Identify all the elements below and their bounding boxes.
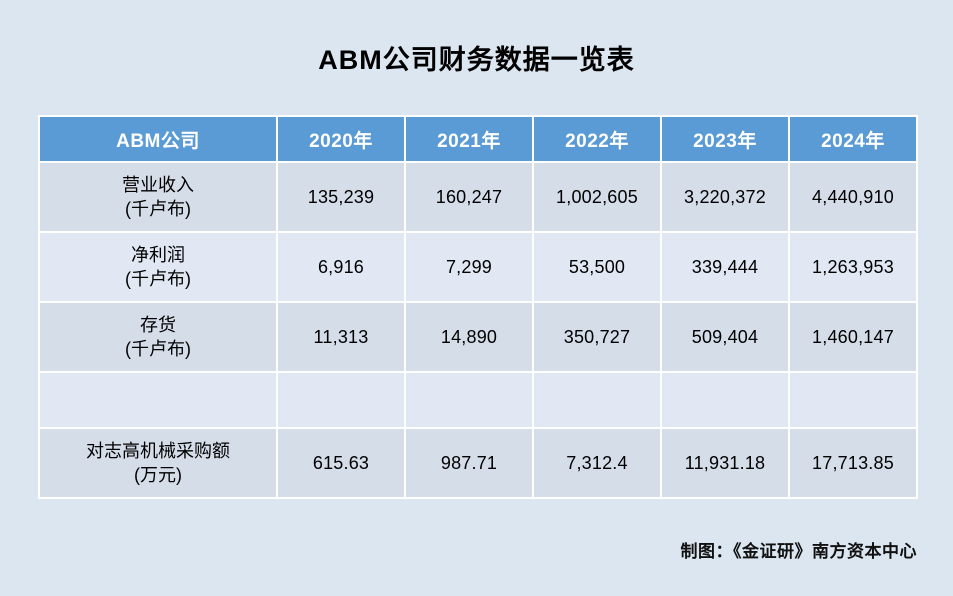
data-cell: 7,299 bbox=[404, 231, 534, 303]
table-row-revenue: 营业收入 (千卢布) 135,239 160,247 1,002,605 3,2… bbox=[38, 161, 918, 233]
row-label-line2: (千卢布) bbox=[125, 339, 191, 359]
data-cell: 4,440,910 bbox=[788, 161, 918, 233]
row-label-line1: 存货 bbox=[140, 314, 176, 335]
data-cell: 339,444 bbox=[660, 231, 790, 303]
data-cell: 1,002,605 bbox=[532, 161, 662, 233]
page-title: ABM公司财务数据一览表 bbox=[318, 45, 635, 75]
row-label: 存货 (千卢布) bbox=[38, 301, 278, 373]
data-cell: 53,500 bbox=[532, 231, 662, 303]
data-cell bbox=[532, 371, 662, 429]
table-row-spacer bbox=[38, 371, 918, 429]
data-cell bbox=[276, 371, 406, 429]
column-header-2023: 2023年 bbox=[660, 115, 790, 163]
credit-note: 制图：《金证研》南方资本中心 bbox=[680, 542, 917, 561]
table-row-inventory: 存货 (千卢布) 11,313 14,890 350,727 509,404 1… bbox=[38, 301, 918, 373]
row-label-line2: (千卢布) bbox=[125, 199, 191, 219]
row-label-line1: 营业收入 bbox=[122, 174, 194, 195]
financial-table: ABM公司 2020年 2021年 2022年 2023年 2024年 营业收入… bbox=[38, 115, 918, 499]
data-cell: 509,404 bbox=[660, 301, 790, 373]
data-cell bbox=[788, 371, 918, 429]
data-cell bbox=[404, 371, 534, 429]
data-cell: 987.71 bbox=[404, 427, 534, 499]
data-cell: 3,220,372 bbox=[660, 161, 790, 233]
row-label-line1: 净利润 bbox=[131, 244, 185, 265]
row-label-line1: 对志高机械采购额 bbox=[86, 440, 230, 461]
financial-table-container: ABM公司 2020年 2021年 2022年 2023年 2024年 营业收入… bbox=[38, 115, 918, 499]
data-cell: 350,727 bbox=[532, 301, 662, 373]
row-label-line2: (千卢布) bbox=[125, 269, 191, 289]
data-cell: 11,931.18 bbox=[660, 427, 790, 499]
table-row-zhigao-purchase: 对志高机械采购额 (万元) 615.63 987.71 7,312.4 11,9… bbox=[38, 427, 918, 499]
data-cell: 7,312.4 bbox=[532, 427, 662, 499]
column-header-2024: 2024年 bbox=[788, 115, 918, 163]
data-cell: 1,460,147 bbox=[788, 301, 918, 373]
data-cell: 14,890 bbox=[404, 301, 534, 373]
row-label: 净利润 (千卢布) bbox=[38, 231, 278, 303]
row-label: 对志高机械采购额 (万元) bbox=[38, 427, 278, 499]
data-cell: 11,313 bbox=[276, 301, 406, 373]
table-header-row: ABM公司 2020年 2021年 2022年 2023年 2024年 bbox=[38, 115, 918, 163]
data-cell: 1,263,953 bbox=[788, 231, 918, 303]
data-cell: 6,916 bbox=[276, 231, 406, 303]
data-cell: 17,713.85 bbox=[788, 427, 918, 499]
column-header-2020: 2020年 bbox=[276, 115, 406, 163]
column-header-2022: 2022年 bbox=[532, 115, 662, 163]
column-header-company: ABM公司 bbox=[38, 115, 278, 163]
table-row-net-profit: 净利润 (千卢布) 6,916 7,299 53,500 339,444 1,2… bbox=[38, 231, 918, 303]
row-label: 营业收入 (千卢布) bbox=[38, 161, 278, 233]
row-label-line2: (万元) bbox=[134, 465, 182, 485]
data-cell: 135,239 bbox=[276, 161, 406, 233]
data-cell: 615.63 bbox=[276, 427, 406, 499]
row-label bbox=[38, 371, 278, 429]
column-header-2021: 2021年 bbox=[404, 115, 534, 163]
data-cell: 160,247 bbox=[404, 161, 534, 233]
data-cell bbox=[660, 371, 790, 429]
